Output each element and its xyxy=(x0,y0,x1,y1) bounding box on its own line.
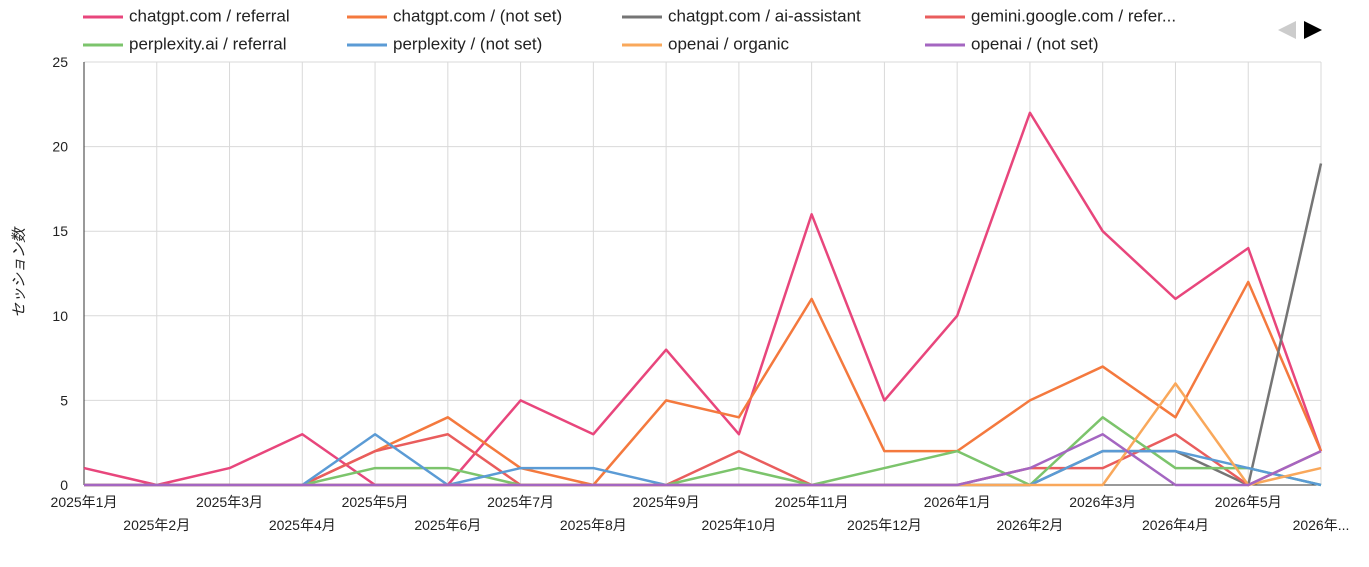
y-axis-label: セッション数 xyxy=(11,226,28,318)
x-tick-label: 2025年2月 xyxy=(123,517,190,533)
x-tick-label: 2025年5月 xyxy=(342,494,409,510)
legend-next[interactable] xyxy=(1304,21,1322,39)
series-line xyxy=(84,432,1322,487)
series-line xyxy=(84,163,1323,487)
series-line xyxy=(84,280,1323,487)
x-tick-label: 2026年2月 xyxy=(996,517,1063,533)
legend-label[interactable]: openai / organic xyxy=(668,34,789,53)
y-tick-label: 25 xyxy=(52,54,68,70)
x-tick-label: 2025年6月 xyxy=(414,517,481,533)
series-line xyxy=(84,382,1322,487)
legend-prev[interactable] xyxy=(1278,21,1296,39)
legend-label[interactable]: chatgpt.com / (not set) xyxy=(393,6,562,25)
x-tick-label: 2025年7月 xyxy=(487,494,554,510)
x-tick-label: 2025年8月 xyxy=(560,517,627,533)
legend-label[interactable]: perplexity.ai / referral xyxy=(129,34,286,53)
y-tick-label: 10 xyxy=(52,308,68,324)
legend-label[interactable]: gemini.google.com / refer... xyxy=(971,6,1176,25)
legend-label[interactable]: chatgpt.com / ai-assistant xyxy=(668,6,861,25)
legend-label[interactable]: chatgpt.com / referral xyxy=(129,6,290,25)
x-tick-label: 2025年3月 xyxy=(196,494,263,510)
x-tick-label: 2025年12月 xyxy=(847,517,922,533)
legend-label[interactable]: perplexity / (not set) xyxy=(393,34,542,53)
legend-label[interactable]: openai / (not set) xyxy=(971,34,1099,53)
x-tick-label: 2026年4月 xyxy=(1142,517,1209,533)
x-tick-label: 2025年1月 xyxy=(51,494,118,510)
x-tick-label: 2025年4月 xyxy=(269,517,336,533)
x-tick-label: 2026年3月 xyxy=(1069,494,1136,510)
x-tick-label: 2026年5月 xyxy=(1215,494,1282,510)
y-tick-label: 15 xyxy=(52,223,68,239)
x-tick-label: 2025年11月 xyxy=(775,494,849,510)
y-tick-label: 20 xyxy=(52,139,68,155)
y-tick-label: 5 xyxy=(60,392,68,408)
x-tick-label: 2026年... xyxy=(1293,517,1350,533)
x-tick-label: 2025年9月 xyxy=(633,494,700,510)
x-tick-label: 2025年10月 xyxy=(702,517,777,533)
series-line xyxy=(83,111,1323,487)
x-tick-label: 2026年1月 xyxy=(924,494,991,510)
y-tick-label: 0 xyxy=(60,477,68,493)
